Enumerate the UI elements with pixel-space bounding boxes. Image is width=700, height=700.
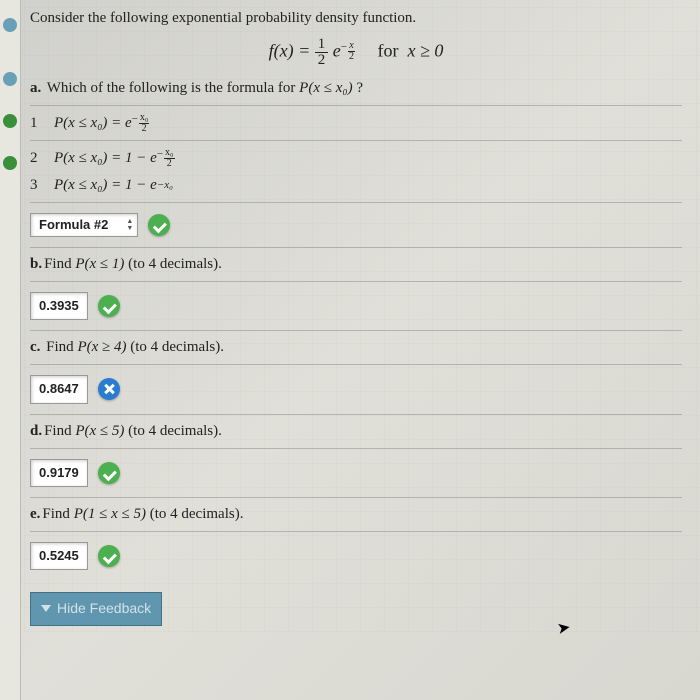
chevron-down-icon (41, 605, 51, 612)
tab-dot (3, 72, 17, 86)
check-icon (98, 462, 120, 484)
part-b-prompt: b.Find P(x ≤ 1) (to 4 decimals). (30, 254, 682, 275)
part-b-answer-row: 0.3935 (30, 288, 682, 324)
answer-input-d[interactable]: 0.9179 (30, 459, 88, 487)
question-content: Consider the following exponential proba… (0, 0, 700, 632)
for-label: for (377, 41, 398, 61)
fraction-half: 1 2 (315, 37, 329, 68)
tab-dot (3, 156, 17, 170)
part-a-label: a. (30, 80, 41, 96)
answer-input-c[interactable]: 0.8647 (30, 375, 88, 403)
part-a-answer-row: Formula #2 ▲▼ (30, 209, 682, 241)
option-1: 1 P(x ≤ x₀) = e−x₀2 (30, 112, 682, 134)
check-icon (148, 214, 170, 236)
tab-dot (3, 114, 17, 128)
part-a-prompt: a. Which of the following is the formula… (30, 78, 682, 99)
formula-select[interactable]: Formula #2 ▲▼ (30, 213, 138, 237)
option-3: 3 P(x ≤ x₀) = 1 − e−x₀ (30, 175, 682, 196)
x-icon (98, 378, 120, 400)
domain-condition: x ≥ 0 (407, 41, 443, 61)
p-expression: P(x ≤ x₀) (299, 80, 352, 96)
hide-feedback-button[interactable]: Hide Feedback (30, 592, 162, 626)
stepper-icon[interactable]: ▲▼ (126, 218, 133, 232)
part-c-answer-row: 0.8647 (30, 371, 682, 407)
answer-input-b[interactable]: 0.3935 (30, 292, 88, 320)
hide-feedback-label: Hide Feedback (57, 599, 151, 619)
left-tab-strip (0, 0, 21, 700)
mouse-cursor-icon: ➤ (555, 617, 572, 639)
part-d-answer-row: 0.9179 (30, 455, 682, 491)
fx-label: f(x) = (269, 41, 311, 61)
main-formula: f(x) = 1 2 e−x2 for x ≥ 0 (30, 37, 682, 68)
tab-dot (3, 18, 17, 32)
part-e-prompt: e.Find P(1 ≤ x ≤ 5) (to 4 decimals). (30, 504, 682, 525)
e-symbol: e (333, 41, 341, 61)
check-icon (98, 295, 120, 317)
answer-input-e[interactable]: 0.5245 (30, 542, 88, 570)
option-2: 2 P(x ≤ x₀) = 1 − e−x₀2 (30, 147, 682, 169)
formula-select-value: Formula #2 (39, 216, 108, 234)
question-intro: Consider the following exponential proba… (30, 8, 682, 29)
exponent: −x2 (341, 41, 355, 53)
part-c-prompt: c. Find P(x ≥ 4) (to 4 decimals). (30, 337, 682, 358)
part-e-answer-row: 0.5245 (30, 538, 682, 574)
check-icon (98, 545, 120, 567)
part-d-prompt: d.Find P(x ≤ 5) (to 4 decimals). (30, 421, 682, 442)
